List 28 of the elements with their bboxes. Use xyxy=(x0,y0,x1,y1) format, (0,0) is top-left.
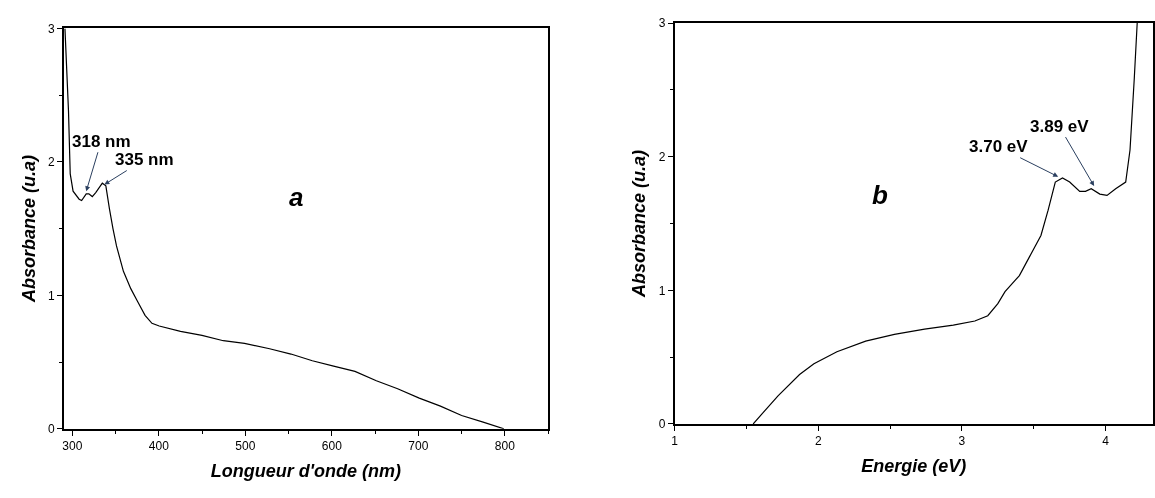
x-tick-label: 500 xyxy=(235,438,256,453)
x-tick-label: 1 xyxy=(671,434,679,449)
x-tick-label: 2 xyxy=(814,434,822,449)
annotation: 3.70 eV xyxy=(969,137,1029,156)
annotation: 3.89 eV xyxy=(1030,117,1090,136)
annotation: 318 nm xyxy=(72,132,131,151)
annotation: a xyxy=(289,182,304,212)
annotation: 335 nm xyxy=(115,150,174,169)
y-tick-label: 0 xyxy=(658,417,666,432)
y-tick-label: 1 xyxy=(658,283,666,298)
x-tick-label: 700 xyxy=(408,438,429,453)
y-axis-title: Absorbance (u.a) xyxy=(629,149,650,298)
y-tick-label: 3 xyxy=(658,16,666,31)
x-axis-title: Energie (eV) xyxy=(861,455,967,476)
x-tick-label: 300 xyxy=(62,438,83,453)
x-tick-label: 800 xyxy=(494,438,516,453)
y-tick-label: 2 xyxy=(658,149,666,164)
annotation: b xyxy=(872,180,888,210)
x-tick-label: 4 xyxy=(1102,434,1110,449)
x-tick-label: 600 xyxy=(321,438,343,453)
x-tick-label: 3 xyxy=(958,434,966,449)
y-axis-title: Absorbance (u.a) xyxy=(18,155,39,304)
y-tick-label: 0 xyxy=(47,422,55,436)
x-axis-title: Longueur d'onde (nm) xyxy=(210,460,402,481)
x-tick-label: 400 xyxy=(148,438,170,453)
y-tick-label: 1 xyxy=(47,288,55,303)
y-tick-label: 3 xyxy=(47,21,55,36)
y-tick-label: 2 xyxy=(47,155,55,170)
